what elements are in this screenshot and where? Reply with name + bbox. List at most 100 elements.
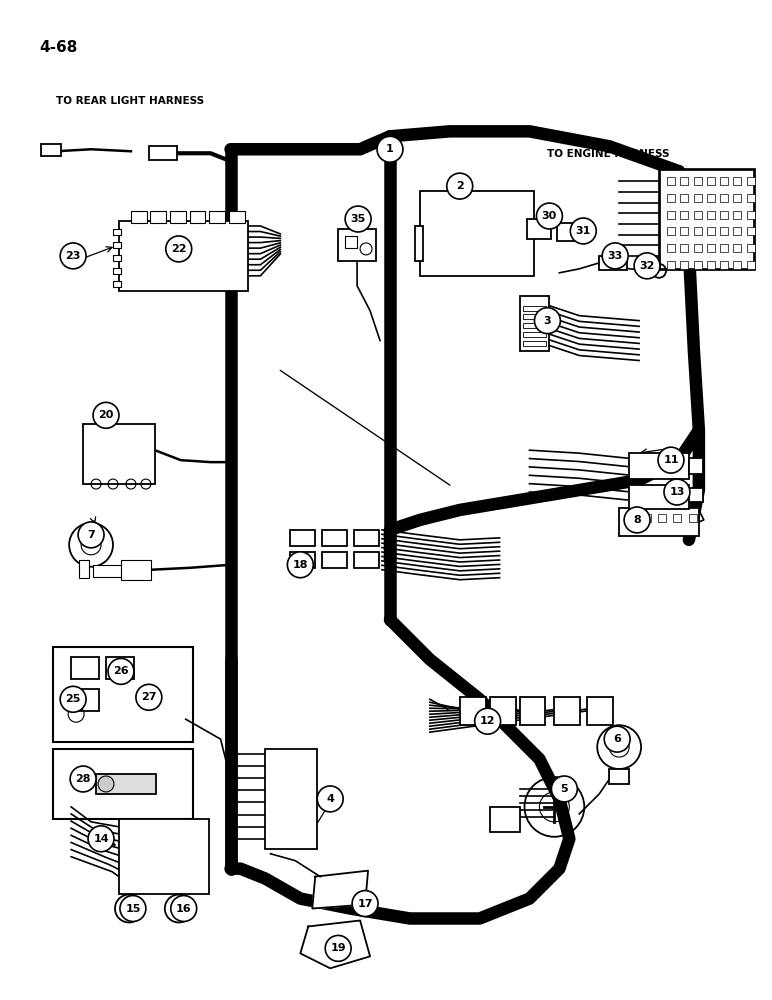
Circle shape — [664, 479, 690, 505]
Text: 31: 31 — [576, 226, 591, 236]
Text: 17: 17 — [357, 899, 373, 909]
Bar — [733, 244, 741, 252]
Bar — [707, 227, 715, 235]
Bar — [523, 314, 547, 319]
Bar — [627, 514, 635, 522]
Bar — [354, 530, 379, 546]
Bar — [113, 242, 121, 248]
Circle shape — [634, 253, 660, 279]
Bar — [707, 261, 715, 269]
Bar — [106, 657, 134, 679]
Circle shape — [171, 896, 197, 921]
Bar — [523, 341, 547, 346]
Bar — [71, 689, 99, 711]
Text: 7: 7 — [87, 530, 95, 540]
Bar — [667, 211, 675, 219]
Text: 28: 28 — [76, 774, 91, 784]
Bar — [420, 191, 534, 276]
Bar — [557, 223, 577, 241]
Bar — [693, 244, 702, 252]
Bar — [673, 514, 682, 522]
Circle shape — [571, 218, 596, 244]
Bar — [720, 194, 728, 202]
Text: 8: 8 — [633, 515, 641, 525]
Bar — [189, 211, 205, 223]
Text: 2: 2 — [455, 181, 464, 191]
Bar — [629, 453, 689, 479]
Bar — [229, 211, 245, 223]
Bar — [79, 560, 89, 578]
Bar — [489, 807, 520, 832]
Bar — [689, 458, 703, 474]
Bar — [83, 424, 155, 484]
Text: 33: 33 — [608, 251, 623, 261]
Bar — [290, 552, 315, 568]
Bar — [527, 219, 551, 239]
Bar — [689, 488, 703, 502]
Text: 4-68: 4-68 — [39, 40, 78, 55]
Bar — [53, 647, 193, 742]
Circle shape — [352, 891, 378, 916]
Bar — [680, 211, 689, 219]
Circle shape — [604, 726, 630, 752]
Bar — [733, 194, 741, 202]
Bar — [680, 177, 689, 185]
Bar — [720, 244, 728, 252]
Bar — [489, 697, 516, 725]
Text: 6: 6 — [613, 734, 621, 744]
Text: 30: 30 — [542, 211, 557, 221]
Circle shape — [624, 507, 650, 533]
Circle shape — [447, 173, 472, 199]
Bar — [290, 530, 315, 546]
Bar — [322, 530, 347, 546]
Bar — [642, 514, 651, 522]
Bar — [733, 227, 741, 235]
Bar — [345, 236, 357, 248]
Circle shape — [317, 786, 344, 812]
Text: 1: 1 — [386, 144, 394, 154]
Circle shape — [88, 826, 114, 852]
Bar — [266, 749, 317, 849]
Bar — [689, 514, 697, 522]
Polygon shape — [312, 871, 368, 909]
Bar — [693, 227, 702, 235]
Bar — [151, 211, 167, 223]
Circle shape — [60, 686, 86, 712]
Text: 15: 15 — [125, 904, 141, 914]
Text: 14: 14 — [93, 834, 109, 844]
Circle shape — [345, 206, 371, 232]
Text: TO REAR LIGHT HARNESS: TO REAR LIGHT HARNESS — [56, 96, 205, 106]
Text: 32: 32 — [639, 261, 655, 271]
Bar — [707, 211, 715, 219]
Text: 11: 11 — [663, 455, 679, 465]
Text: 20: 20 — [98, 410, 113, 420]
Bar — [693, 261, 702, 269]
Bar — [747, 211, 755, 219]
Bar — [96, 774, 156, 794]
Bar — [113, 229, 121, 235]
Bar — [121, 560, 151, 580]
Text: 25: 25 — [66, 694, 81, 704]
Bar — [693, 177, 702, 185]
Circle shape — [60, 243, 86, 269]
Bar — [149, 146, 177, 160]
Bar — [747, 194, 755, 202]
Bar — [619, 508, 699, 536]
Circle shape — [325, 935, 351, 961]
Circle shape — [93, 402, 119, 428]
Text: 23: 23 — [66, 251, 81, 261]
Text: 12: 12 — [480, 716, 496, 726]
Bar — [131, 211, 147, 223]
Circle shape — [120, 896, 146, 921]
Text: 35: 35 — [350, 214, 366, 224]
Circle shape — [166, 236, 191, 262]
Bar — [119, 819, 208, 894]
Circle shape — [602, 243, 628, 269]
Text: 13: 13 — [669, 487, 685, 497]
Bar — [53, 749, 193, 819]
Bar — [93, 565, 123, 577]
Bar — [747, 261, 755, 269]
Bar — [680, 194, 689, 202]
Bar — [720, 261, 728, 269]
Circle shape — [658, 447, 684, 473]
